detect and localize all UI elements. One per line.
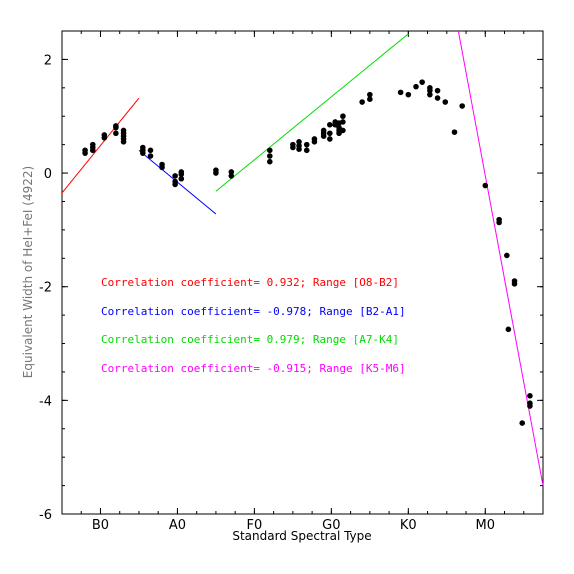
data-point	[527, 403, 533, 409]
y-tick-label: 2	[44, 53, 52, 68]
x-tick-label: B0	[92, 518, 109, 533]
data-point	[113, 130, 119, 137]
data-point	[496, 219, 502, 226]
data-point	[434, 95, 441, 101]
data-point	[228, 169, 235, 175]
data-points	[82, 79, 533, 426]
data-point	[397, 89, 404, 96]
x-tick-label: F0	[247, 518, 263, 533]
data-point	[340, 113, 346, 120]
data-point	[178, 175, 185, 182]
data-point	[427, 91, 433, 98]
correlation-label: Correlation coefficient= -0.978; Range […	[101, 305, 406, 318]
data-point	[519, 420, 526, 426]
data-point	[159, 161, 165, 168]
correlation-label: Correlation coefficient= 0.932; Range [O…	[101, 276, 399, 289]
data-point	[89, 141, 96, 148]
x-tick-label: M0	[476, 518, 496, 533]
x-tick-label: G0	[322, 518, 340, 533]
data-point	[505, 326, 512, 333]
data-point	[327, 130, 333, 137]
data-point	[327, 121, 333, 128]
y-tick-label: -2	[39, 281, 52, 296]
data-point	[482, 182, 489, 189]
data-point	[113, 124, 119, 131]
data-point	[419, 79, 425, 85]
y-axis-title: Equivalent Width of HeI+FeI (4922)	[21, 166, 35, 378]
data-point	[320, 127, 327, 134]
data-point	[101, 132, 108, 138]
data-point	[359, 99, 365, 105]
data-point	[311, 136, 318, 142]
data-point	[120, 127, 127, 134]
data-point	[336, 124, 342, 131]
fit-line	[215, 33, 409, 192]
data-point	[434, 87, 441, 94]
data-point	[303, 141, 310, 148]
data-point	[442, 99, 449, 105]
data-point	[290, 141, 296, 148]
data-point	[82, 147, 88, 154]
data-point	[413, 83, 419, 90]
data-point	[459, 103, 465, 109]
data-point	[511, 281, 518, 287]
data-point	[178, 169, 185, 175]
data-point	[213, 167, 219, 174]
fit-line	[457, 30, 544, 486]
x-tick-label: K0	[400, 518, 417, 533]
data-point	[504, 252, 510, 259]
data-point	[367, 96, 373, 102]
fit-line	[61, 97, 140, 194]
data-point	[427, 85, 433, 91]
data-point	[147, 147, 154, 154]
data-point	[266, 153, 273, 159]
fit-lines	[61, 30, 544, 486]
data-point	[340, 119, 346, 125]
data-point	[296, 139, 302, 145]
x-axis-title: Standard Spectral Type	[232, 529, 371, 543]
data-point	[172, 181, 178, 188]
data-point	[140, 144, 146, 151]
correlation-label: Correlation coefficient= 0.979; Range [A…	[101, 333, 399, 346]
correlation-label: Correlation coefficient= -0.915; Range […	[101, 362, 406, 375]
data-point	[266, 147, 273, 154]
data-point	[228, 173, 235, 179]
x-tick-label: A0	[169, 518, 186, 533]
data-point	[367, 91, 373, 98]
y-tick-label: -4	[39, 394, 52, 409]
data-point	[266, 158, 273, 165]
plot-frame	[61, 30, 544, 515]
y-tick-label: -6	[39, 508, 52, 523]
data-point	[527, 393, 533, 399]
data-point	[327, 136, 333, 142]
correlation-annotations: Correlation coefficient= 0.932; Range [O…	[101, 276, 406, 375]
data-point	[303, 147, 310, 154]
data-point	[405, 91, 412, 98]
data-point	[172, 173, 178, 179]
y-axis-ticks: -6 -4 -2 0 2	[39, 30, 543, 523]
data-point	[147, 153, 154, 159]
data-point	[451, 129, 458, 135]
data-point	[340, 127, 346, 134]
data-point	[296, 142, 302, 149]
y-tick-label: 0	[44, 167, 52, 182]
